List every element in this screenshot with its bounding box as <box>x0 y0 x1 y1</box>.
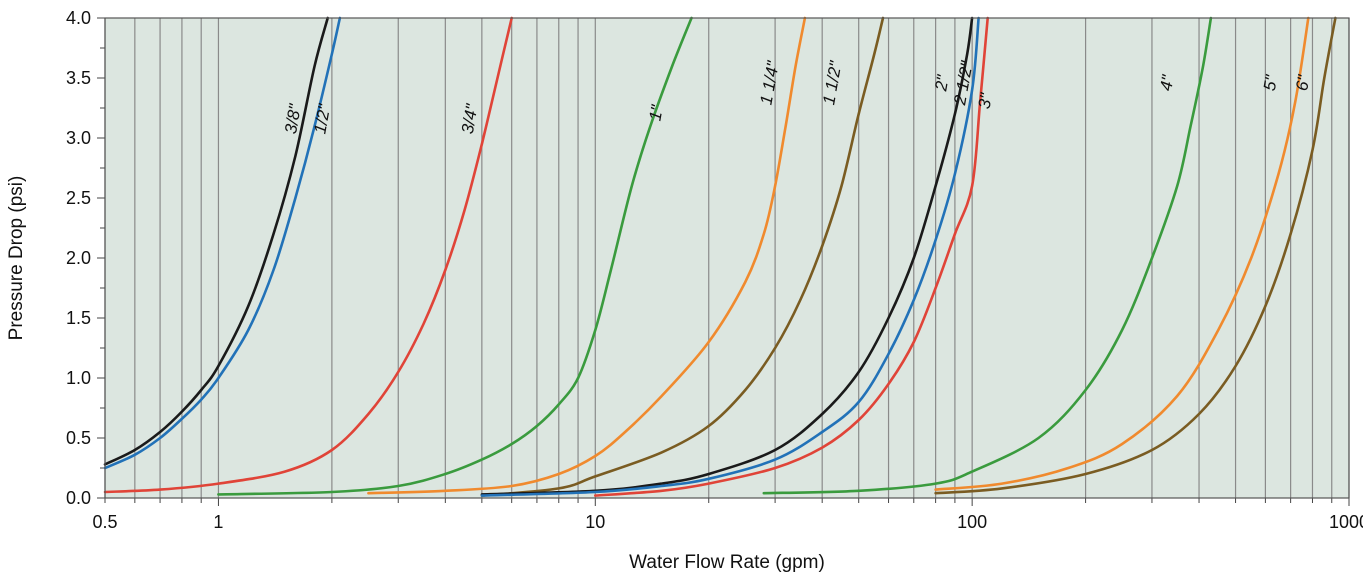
series-line-1-2in <box>103 16 342 470</box>
series-line-1in <box>217 16 693 496</box>
series-line-2-1-2in <box>480 16 980 497</box>
series-line-4in <box>762 16 1213 495</box>
y-tick-label: 2.5 <box>66 188 91 208</box>
series-line-1-1-2in <box>480 16 885 497</box>
y-tick-label: 1.5 <box>66 308 91 328</box>
grid-lines <box>104 18 1350 498</box>
y-tick-label: 0.0 <box>66 488 91 508</box>
y-tick-label: 0.5 <box>66 428 91 448</box>
series-line-5in <box>934 16 1310 491</box>
y-axis-title: Pressure Drop (psi) <box>6 176 27 341</box>
y-tick-label: 3.0 <box>66 128 91 148</box>
series-label-3in: 3" <box>975 91 997 111</box>
y-tick-labels: 0.0 0.5 1.0 1.5 2.0 2.5 3.0 3.5 4.0 <box>66 8 91 508</box>
y-tick-label: 4.0 <box>66 8 91 28</box>
series-label-1in: 1" <box>646 103 668 123</box>
series-lines <box>103 16 1337 497</box>
series-line-6in <box>934 16 1337 495</box>
series-label-5in: 5" <box>1260 73 1282 93</box>
y-tick-label: 1.0 <box>66 368 91 388</box>
x-axis-title: Water Flow Rate (gpm) <box>629 552 825 573</box>
x-tick-label: 10 <box>585 512 605 532</box>
series-line-2in <box>480 16 974 496</box>
series-line-3in <box>594 16 989 497</box>
x-tick-label: 100 <box>957 512 987 532</box>
x-tick-label: 0.5 <box>92 512 117 532</box>
y-tick-label: 2.0 <box>66 248 91 268</box>
plot-frame <box>104 17 1350 499</box>
series-label-4in: 4" <box>1156 73 1178 93</box>
x-tick-label: 1 <box>213 512 223 532</box>
series-label-2in: 2" <box>931 73 953 93</box>
series-label-6in: 6" <box>1292 73 1314 93</box>
series-line-3-8in <box>103 16 329 466</box>
y-tick-label: 3.5 <box>66 68 91 88</box>
plot-background <box>105 18 1349 498</box>
series-line-3-4in <box>103 16 513 494</box>
series-line-1-1-4in <box>367 16 807 495</box>
